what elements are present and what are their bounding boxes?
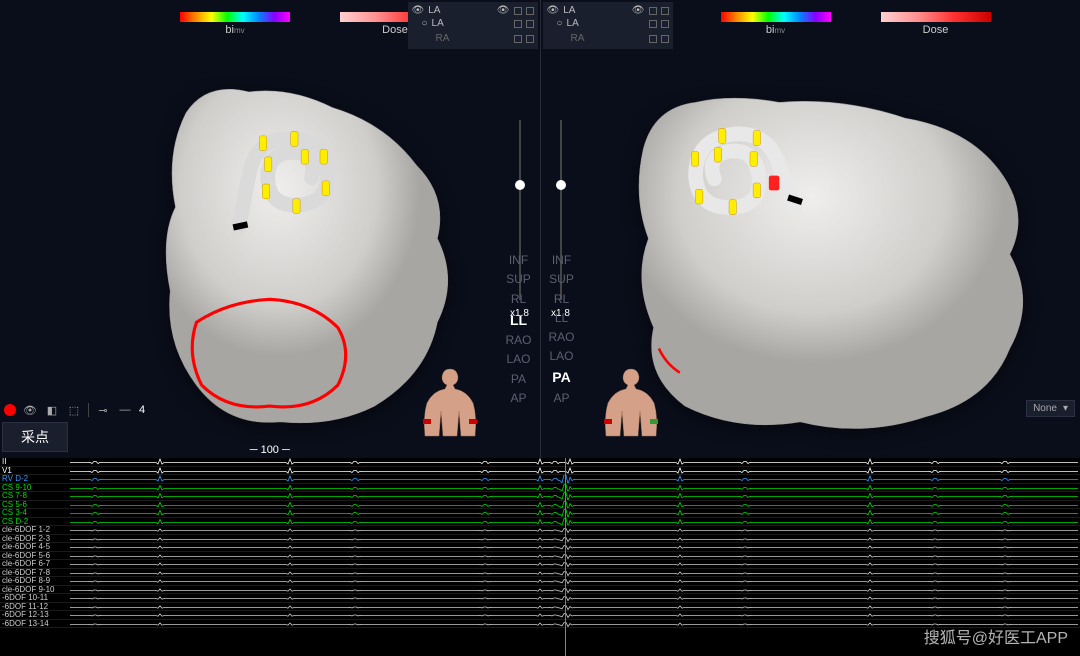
time-marker[interactable] [565,458,566,656]
signal-row[interactable]: CS 3-4 [0,509,1080,518]
view-labels-left[interactable]: INFSUPRLLLRAOLAOPAAP [505,251,531,408]
signal-row[interactable]: CS 5-6 [0,501,1080,510]
view-ap[interactable]: AP [505,389,531,408]
layer-row[interactable]: RA [412,30,534,47]
main-view: 👁LA👁 ○ LA RA bimv Dose [0,0,1080,458]
signal-row[interactable]: cle-6DOF 5-6 [0,552,1080,561]
select-icon[interactable]: ⬚ [66,402,82,418]
view-pa[interactable]: PA [505,370,531,389]
signal-label: cle-6DOF 8-9 [2,577,50,585]
layer-panel-right[interactable]: 👁LA👁 ○ LA RA [543,2,673,49]
view-inf[interactable]: INF [505,251,531,270]
signal-row[interactable]: cle-6DOF 4-5 [0,543,1080,552]
signal-row[interactable]: II [0,458,1080,467]
slider-thumb[interactable] [556,180,566,190]
signal-row[interactable]: cle-6DOF 8-9 [0,577,1080,586]
view-pa[interactable]: PA [549,366,575,388]
signal-row[interactable]: V1 [0,467,1080,476]
signal-row[interactable]: CS D-2 [0,518,1080,527]
layer-row[interactable]: ○ LA [412,17,534,30]
record-button[interactable] [4,404,16,416]
toolbar: 👁 ◧ ⬚ ⊸ — 4 [2,400,147,420]
view-rao[interactable]: RAO [505,331,531,350]
signal-row[interactable]: -6DOF 11-12 [0,603,1080,612]
eye-icon[interactable]: 👁 [22,402,38,418]
right-3d-pane[interactable]: 👁LA👁 ○ LA RA bimv Dose [541,0,1080,458]
tool-count: 4 [139,404,145,416]
signal-label: cle-6DOF 6-7 [2,560,50,568]
signal-label: CS 3-4 [2,509,27,517]
signal-row[interactable]: cle-6DOF 1-2 [0,526,1080,535]
signal-panel[interactable]: IIV1RV D-2CS 9-10CS 7-8CS 5-6CS 3-4CS D-… [0,458,1080,656]
watermark: 搜狐号@好医工APP [924,624,1068,648]
left-3d-pane[interactable]: 👁LA👁 ○ LA RA bimv Dose [0,0,541,458]
palette-icon[interactable]: ◧ [44,402,60,418]
signal-label: -6DOF 10-11 [2,594,48,602]
signal-row[interactable]: cle-6DOF 6-7 [0,560,1080,569]
signal-row[interactable]: cle-6DOF 9-10 [0,586,1080,595]
signal-label: -6DOF 12-13 [2,611,49,619]
view-inf[interactable]: INF [549,251,575,270]
slider-thumb[interactable] [515,180,525,190]
view-sup[interactable]: SUP [505,270,531,289]
view-rl[interactable]: RL [549,290,575,309]
signal-label: -6DOF 13-14 [2,620,49,628]
signal-row[interactable]: cle-6DOF 7-8 [0,569,1080,578]
signal-label: cle-6DOF 4-5 [2,543,50,551]
view-ll[interactable]: LL [549,309,575,328]
layer-row[interactable]: ○ LA [547,17,669,30]
view-ap[interactable]: AP [549,389,575,408]
view-labels-right[interactable]: INFSUPRLLLRAOLAOPAAP [549,251,575,408]
color-legend: bimv Dose [721,12,991,36]
signal-row[interactable]: -6DOF 13-14 [0,620,1080,629]
view-rao[interactable]: RAO [549,328,575,347]
signal-label: RV D-2 [2,475,28,483]
view-lao[interactable]: LAO [505,350,531,369]
signal-row[interactable]: cle-6DOF 2-3 [0,535,1080,544]
view-ll[interactable]: LL [505,309,531,331]
signal-label: cle-6DOF 1-2 [2,526,50,534]
view-lao[interactable]: LAO [549,347,575,366]
signal-row[interactable]: CS 7-8 [0,492,1080,501]
overlay-dropdown[interactable]: None▾ [1026,400,1075,417]
signal-label: II [2,458,6,466]
torso-orientation-right[interactable] [596,361,666,446]
layer-row[interactable]: 👁LA👁 [547,4,669,17]
signal-row[interactable]: -6DOF 12-13 [0,611,1080,620]
legend-dose: Dose [881,12,991,36]
legend-bi: bimv [180,12,290,36]
signal-row[interactable]: RV D-2 [0,475,1080,484]
layer-row[interactable]: RA [547,30,669,47]
view-sup[interactable]: SUP [549,270,575,289]
signal-label: CS 7-8 [2,492,27,500]
signal-row[interactable]: CS 9-10 [0,484,1080,493]
marker-icon[interactable]: ⊸ [95,402,111,418]
chevron-down-icon: ▾ [1063,403,1068,414]
layer-panel-left[interactable]: 👁LA👁 ○ LA RA [408,2,538,49]
view-rl[interactable]: RL [505,290,531,309]
legend-bi: bimv [721,12,831,36]
line-icon[interactable]: — [117,402,133,418]
torso-orientation-left[interactable] [415,361,485,446]
signal-row[interactable]: -6DOF 10-11 [0,594,1080,603]
distance-label: ─ 100 ─ [250,444,290,456]
sample-button[interactable]: 采点 [2,422,68,452]
layer-row[interactable]: 👁LA👁 [412,4,534,17]
